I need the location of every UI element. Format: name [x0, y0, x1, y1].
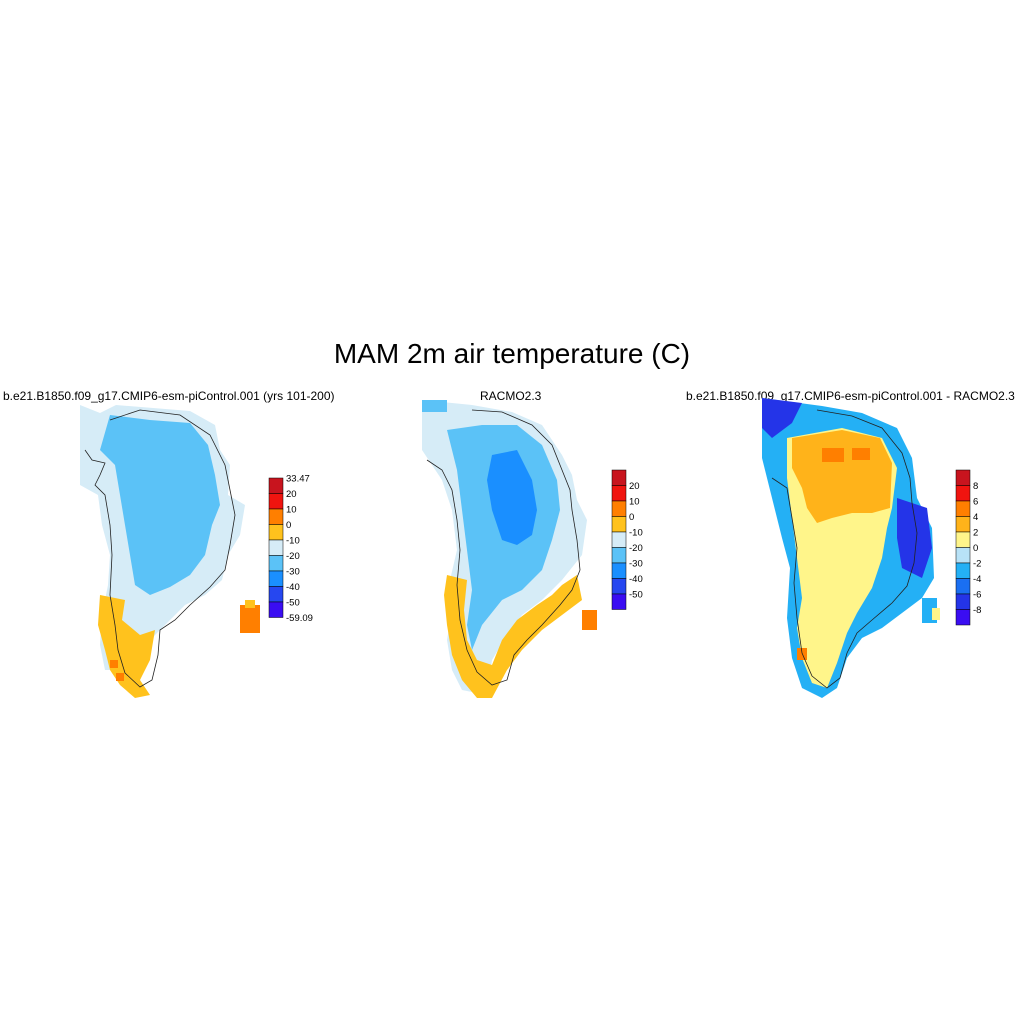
colorbar-swatch [268, 601, 284, 618]
colorbar-swatch [955, 469, 971, 486]
colorbar-swatch [955, 500, 971, 517]
colorbar-swatch [611, 593, 627, 610]
colorbar-tick-label: 20 [629, 481, 640, 492]
coastline [426, 409, 581, 686]
colorbar-tick-label: 0 [629, 512, 634, 523]
colorbar-swatch [268, 570, 284, 587]
colorbar-swatch [611, 547, 627, 564]
colorbar-tick-label: 2 [973, 528, 978, 539]
panel-3-map [762, 398, 940, 698]
colorbar-swatch [268, 508, 284, 525]
colorbar-tick-label: -2 [973, 559, 981, 570]
colorbar-tick-label: 33.47 [286, 474, 310, 485]
figure-title: MAM 2m air temperature (C) [333, 338, 691, 369]
colorbar-swatch [955, 516, 971, 533]
colorbar-tick-label: -50 [629, 590, 643, 601]
colorbar-tick-label: -20 [629, 543, 643, 554]
colorbar-swatch [955, 593, 971, 610]
colorbar-tick-label: -4 [973, 574, 981, 585]
colorbar-tick-label: 20 [286, 489, 297, 500]
coastline [771, 409, 918, 689]
panel-1-title: b.e21.B1850.f09_g17.CMIP6-esm-piControl.… [3, 389, 335, 403]
colorbar-tick-label: -40 [286, 582, 300, 593]
colorbar-tick-label: 6 [973, 497, 978, 508]
colorbar-swatch [611, 500, 627, 517]
map-region-core [487, 450, 537, 545]
colorbar-swatch [955, 485, 971, 502]
colorbar-swatch [955, 531, 971, 548]
colorbar-swatch [268, 555, 284, 572]
colorbar-swatch [268, 524, 284, 541]
colorbar-swatch [268, 493, 284, 510]
panel-3-colorbar: 8 6 4 2 0 -2 -4 -6 -8 [955, 469, 981, 626]
panel-2-map [422, 400, 597, 698]
colorbar-tick-label: -10 [629, 528, 643, 539]
colorbar-tick-label: 0 [286, 520, 291, 531]
colorbar-tick-label: -10 [286, 536, 300, 547]
panel-1-colorbar: 33.47 20 10 0 -10 -20 -30 -40 -50 -59.09 [268, 474, 313, 624]
map-region-coast-warm [98, 595, 155, 698]
colorbar-swatch [611, 562, 627, 579]
colorbar-swatch [611, 531, 627, 548]
colorbar-tick-label: -50 [286, 598, 300, 609]
colorbar-tick-label: 4 [973, 512, 978, 523]
panel-2-colorbar: 20 10 0 -10 -20 -30 -40 -50 [611, 469, 643, 610]
colorbar-tick-label: -8 [973, 605, 981, 616]
colorbar-tick-label: 0 [973, 543, 978, 554]
map-region-fringe-dark [762, 398, 802, 438]
colorbar-swatch [611, 469, 627, 486]
colorbar-swatch [611, 578, 627, 595]
colorbar-swatch [268, 477, 284, 494]
panel-1-map [80, 405, 260, 698]
colorbar-tick-label: -20 [286, 551, 300, 562]
colorbar-tick-label: -59.09 [286, 613, 313, 624]
colorbar-swatch [955, 547, 971, 564]
colorbar-swatch [955, 578, 971, 595]
colorbar-swatch [268, 586, 284, 603]
colorbar-tick-label: -30 [629, 559, 643, 570]
colorbar-tick-label: -40 [629, 574, 643, 585]
map-region-interior [100, 415, 220, 595]
panel-2-title: RACMO2.3 [480, 389, 542, 403]
map-region-coast-warm [444, 575, 582, 698]
colorbar-tick-label: -30 [286, 567, 300, 578]
colorbar-swatch [955, 562, 971, 579]
colorbar-tick-label: -6 [973, 590, 981, 601]
colorbar-tick-label: 10 [629, 497, 640, 508]
colorbar-swatch [611, 516, 627, 533]
colorbar-swatch [955, 609, 971, 626]
colorbar-swatch [611, 485, 627, 502]
colorbar-tick-label: 8 [973, 481, 978, 492]
colorbar-tick-label: 10 [286, 505, 297, 516]
colorbar-swatch [268, 539, 284, 556]
coastline [84, 409, 236, 688]
